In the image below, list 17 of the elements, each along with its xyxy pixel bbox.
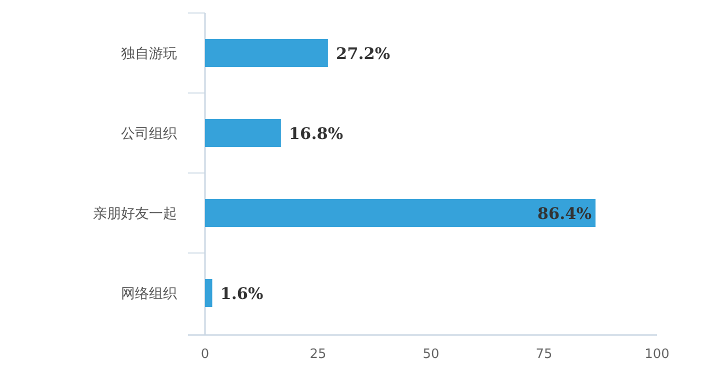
data-label: 16.8%: [288, 124, 344, 143]
bar: [205, 39, 328, 67]
y-tick-label: 亲朋好友一起: [93, 206, 177, 222]
data-label: 1.6%: [220, 284, 264, 303]
data-label: 86.4%: [537, 204, 592, 223]
y-tick-label: 独自游玩: [121, 46, 177, 62]
bar: [205, 199, 596, 227]
bar: [205, 279, 212, 307]
x-tick-label: 50: [422, 347, 440, 362]
data-label: 27.2%: [336, 44, 390, 63]
x-tick-label: 75: [536, 347, 552, 362]
bar: [205, 119, 281, 147]
x-tick-label: 25: [310, 347, 326, 362]
x-tick-label: 100: [644, 347, 670, 362]
x-tick-label: 0: [200, 347, 210, 362]
y-tick-label: 公司组织: [121, 126, 177, 142]
y-tick-label: 网络组织: [121, 286, 177, 302]
